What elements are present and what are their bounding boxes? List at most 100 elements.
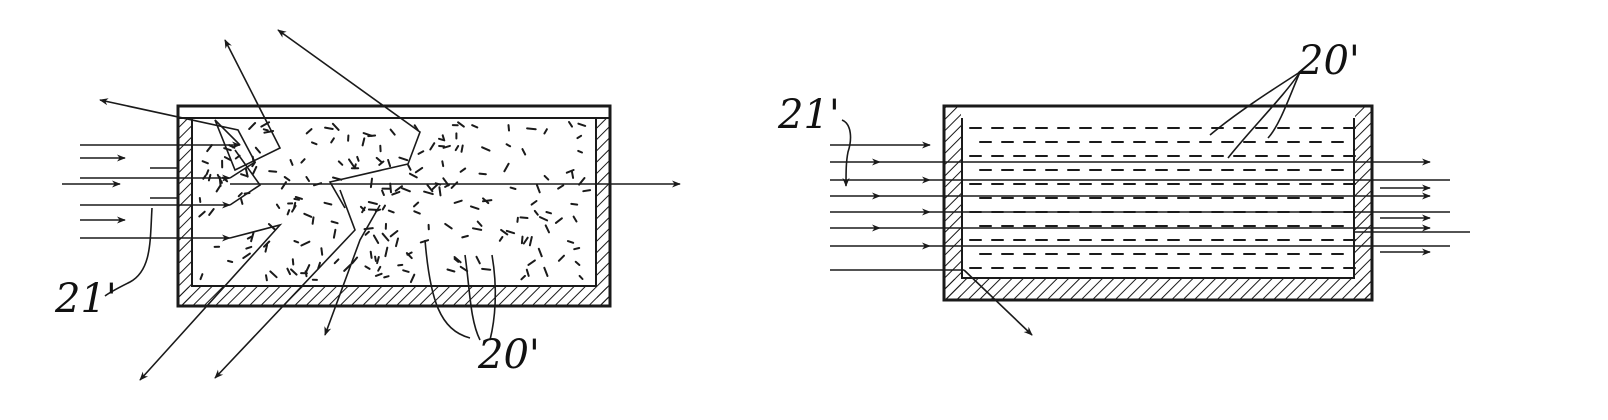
particle: [444, 183, 451, 188]
particle: [539, 216, 549, 222]
particle: [320, 247, 324, 256]
particle: [453, 256, 462, 264]
particle: [367, 201, 378, 205]
particle: [426, 184, 434, 193]
particle: [527, 259, 536, 266]
particle: [303, 212, 313, 218]
particle: [454, 145, 460, 152]
leader-lines-right: [841, 71, 1301, 187]
particle: [397, 263, 404, 267]
particle: [394, 185, 403, 192]
particle: [265, 274, 268, 282]
particle: [481, 146, 491, 152]
particle: [245, 245, 253, 250]
particle: [381, 204, 386, 211]
particle: [293, 240, 300, 244]
particle: [544, 224, 550, 234]
particle: [476, 220, 483, 227]
particle: [441, 134, 445, 141]
particle: [369, 250, 373, 259]
incident-rays-left: [62, 141, 241, 242]
particle: [374, 272, 383, 277]
particle: [545, 211, 552, 215]
particle: [384, 246, 389, 258]
particle: [482, 199, 493, 203]
particle: [500, 228, 509, 236]
particle: [401, 187, 411, 193]
particle: [470, 205, 480, 210]
particle: [395, 237, 399, 248]
particle: [414, 166, 424, 174]
particle: [516, 216, 519, 223]
particle: [286, 267, 291, 276]
particle: [543, 128, 548, 135]
particle: [576, 134, 583, 140]
particle: [205, 169, 210, 176]
particle: [291, 258, 295, 266]
particle: [573, 247, 581, 251]
particle: [348, 158, 355, 168]
particle: [525, 268, 530, 277]
particle: [498, 236, 504, 242]
particle: [391, 190, 401, 196]
particle: [376, 256, 380, 265]
particle: [408, 172, 418, 179]
particle: [520, 235, 524, 245]
particle: [568, 121, 573, 128]
particle: [332, 228, 337, 239]
particle: [372, 234, 380, 244]
particle: [535, 183, 541, 194]
particle: [572, 215, 578, 223]
particle: [442, 144, 451, 149]
particle: [429, 142, 436, 151]
particle: [311, 216, 315, 225]
particle: [402, 269, 410, 273]
particle: [280, 181, 287, 190]
particle: [570, 170, 575, 179]
particle: [528, 236, 533, 247]
particle: [351, 256, 359, 265]
particle: [472, 227, 483, 231]
particle: [223, 156, 232, 162]
particle: [526, 127, 537, 131]
particle: [364, 265, 371, 270]
particle: [330, 220, 339, 225]
particle: [533, 209, 539, 216]
transmitted-rays-right: [880, 158, 1470, 256]
particle: [246, 235, 253, 240]
particle: [441, 160, 445, 168]
particle: [389, 128, 396, 136]
particle: [275, 203, 281, 209]
particle: [471, 124, 479, 129]
figure-disordered: 20' 21': [54, 29, 681, 381]
particle: [423, 190, 434, 196]
particle: [521, 148, 527, 156]
particle: [244, 167, 249, 178]
particle: [505, 229, 516, 235]
particle: [503, 162, 510, 173]
cell-left: [176, 104, 612, 308]
scattered-rays-left: [99, 29, 421, 381]
particle: [227, 259, 234, 263]
particle: [557, 184, 565, 190]
particle: [577, 149, 583, 154]
particle: [431, 183, 439, 191]
particle: [286, 209, 291, 216]
particle: [459, 167, 467, 173]
particle: [300, 158, 306, 164]
particle: [444, 222, 453, 230]
particle: [505, 143, 512, 148]
particle: [291, 204, 297, 213]
particle: [374, 255, 377, 262]
cell-left-hatching: [179, 119, 609, 305]
particle: [304, 270, 308, 278]
particle: [574, 260, 581, 266]
particle: [398, 156, 409, 162]
particle: [201, 160, 209, 165]
particle: [330, 137, 335, 144]
particle: [208, 208, 215, 216]
particle: [519, 216, 529, 219]
particle: [405, 252, 413, 260]
particle: [381, 232, 390, 242]
